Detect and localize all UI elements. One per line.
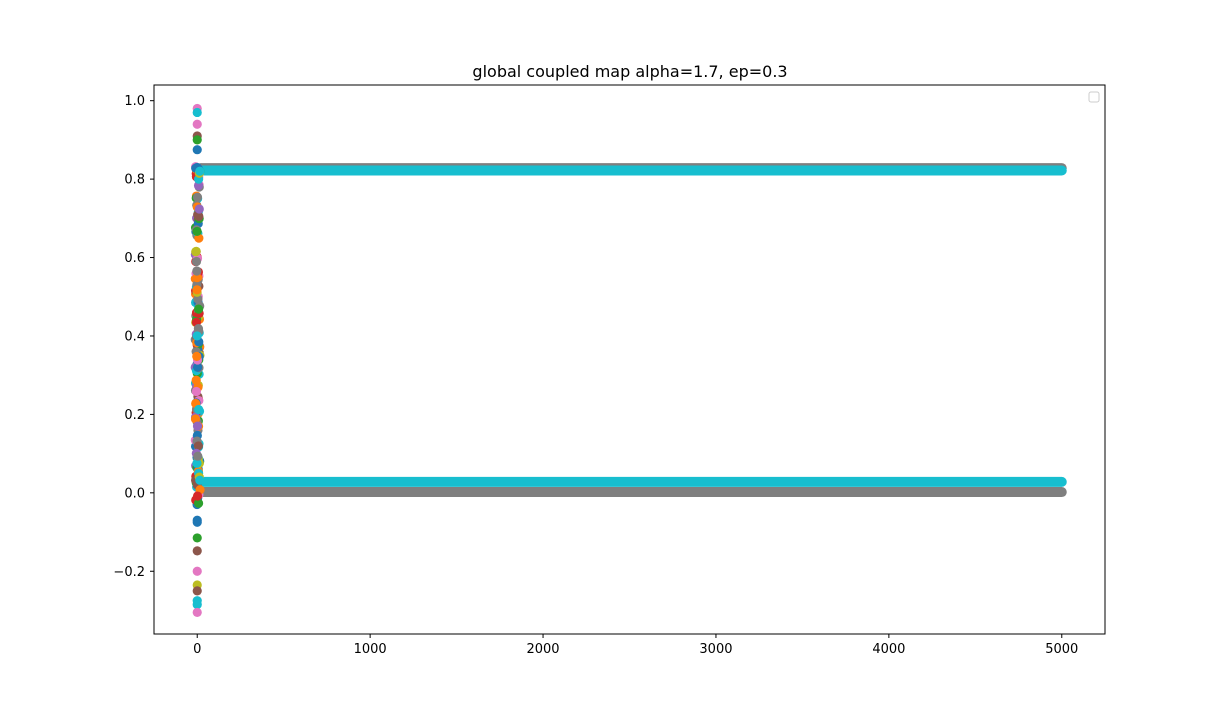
y-tick-label: 1.0 — [124, 94, 145, 109]
transient-point — [193, 180, 204, 191]
transient-point — [192, 607, 202, 618]
transient-point — [192, 546, 202, 556]
transient-point — [193, 304, 204, 314]
transient-point — [192, 285, 202, 295]
transient-point — [190, 414, 201, 424]
y-tick-label: −0.2 — [113, 565, 145, 580]
transient-point — [192, 566, 202, 576]
transient-point — [192, 491, 203, 501]
chart-title: global coupled map alpha=1.7, ep=0.3 — [472, 62, 787, 81]
transient-point — [191, 375, 201, 385]
transient-point — [192, 266, 202, 276]
y-tick-label: 0.6 — [124, 251, 145, 266]
transient-point — [192, 362, 203, 372]
transient-point — [193, 451, 203, 461]
x-tick-label: 2000 — [526, 642, 559, 657]
transient-point — [192, 119, 202, 129]
x-tick-label: 5000 — [1045, 642, 1078, 657]
transient-point — [191, 246, 201, 256]
x-tick-label: 0 — [193, 642, 201, 657]
axes-layer: 0 1000 2000 3000 4000 5000 −0.2 0.0 0.2 0.4 0.6 0.8… — [113, 94, 1078, 657]
points-layer — [190, 103, 1067, 618]
legend-box — [1088, 91, 1100, 103]
transient-point — [193, 324, 204, 334]
transient-point — [193, 498, 204, 508]
y-tick-label: 0.0 — [124, 486, 145, 501]
transient-point — [192, 226, 202, 237]
transient-point — [191, 256, 202, 267]
transient-point — [192, 533, 202, 543]
plot-frame — [153, 84, 1106, 635]
transient-point — [192, 458, 202, 468]
transient-point — [192, 192, 203, 202]
transient-point — [195, 475, 205, 485]
y-tick-label: 0.8 — [124, 173, 145, 188]
transient-point — [195, 166, 205, 176]
transient-point — [192, 135, 202, 145]
transient-point — [191, 386, 202, 397]
y-tick-label: 0.4 — [124, 329, 145, 344]
y-tick-label: 0.2 — [124, 408, 145, 423]
transient-point — [192, 517, 202, 527]
x-tick-label: 4000 — [872, 642, 905, 657]
x-tick-label: 3000 — [699, 642, 732, 657]
transient-point — [192, 599, 202, 610]
x-tick-label: 1000 — [354, 642, 387, 657]
transient-point — [192, 145, 202, 155]
transient-point — [192, 273, 202, 283]
transient-point — [192, 351, 202, 361]
transient-point — [192, 586, 202, 596]
transient-point — [192, 331, 202, 341]
transient-point — [194, 204, 204, 214]
transient-point — [193, 294, 203, 304]
transient-point — [192, 421, 203, 431]
transient-point — [194, 404, 204, 415]
transient-point — [192, 107, 202, 118]
transient-point — [193, 441, 203, 451]
